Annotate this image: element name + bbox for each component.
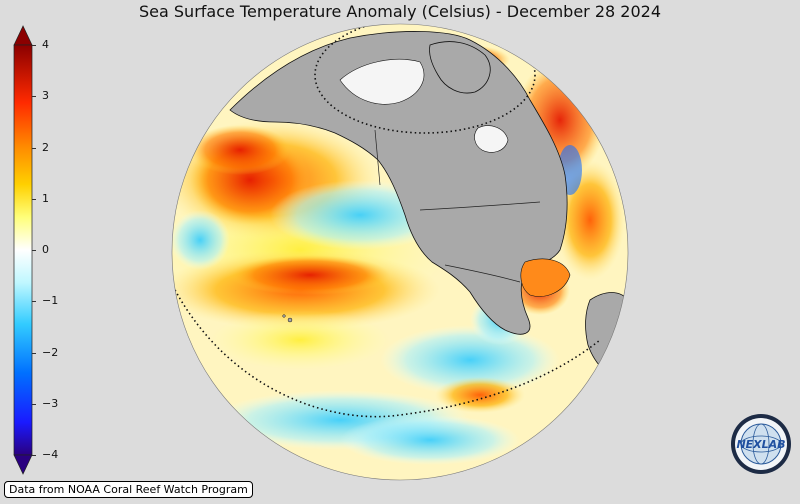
colorbar-tick-label: −4: [42, 448, 59, 461]
us-canada-border: [419, 201, 541, 211]
us-mexico-border: [444, 264, 521, 283]
globe-logo-icon: NEXLAB: [730, 413, 792, 475]
colorbar-tick-mark: [32, 250, 36, 251]
tropic-line: [174, 289, 601, 418]
colorbar-tick-label: −1: [42, 294, 59, 308]
colorbar-tick-mark: [32, 198, 36, 200]
colorbar: 4 3 2 1 0 −1 −2 −3 −4: [0, 0, 70, 500]
gulf-of-mexico: [520, 258, 571, 297]
colorbar-tick-label: 1: [42, 191, 49, 205]
data-credit-box: Data from NOAA Coral Reef Watch Program: [4, 481, 253, 498]
colorbar-tick-label: 3: [42, 89, 49, 103]
colorbar-tick-mark: [32, 147, 36, 149]
alaska-border: [374, 129, 381, 186]
ocean-anomaly-field: [172, 24, 628, 480]
colorbar-tick-mark: [32, 403, 36, 405]
colorbar-svg: [13, 25, 33, 475]
logo-text: NEXLAB: [736, 438, 785, 451]
colorbar-tick-label: −3: [42, 396, 59, 410]
colorbar-tick-label: 0: [42, 243, 49, 256]
colorbar-tick-label: 4: [42, 38, 49, 51]
colorbar-tick-mark: [32, 96, 36, 98]
colorbar-tick-mark: [32, 352, 36, 354]
colorbar-tick-label: 2: [42, 140, 49, 154]
colorbar-tick-mark: [32, 45, 36, 46]
arctic-circle-line: [314, 24, 536, 134]
colorbar-tick-mark: [32, 455, 36, 456]
colorbar-tick-label: −2: [42, 345, 59, 359]
page-title: Sea Surface Temperature Anomaly (Celsius…: [139, 2, 661, 21]
north-america-landmass: [229, 31, 568, 335]
colorbar-tick-mark: [32, 301, 36, 303]
hudson-bay: [474, 125, 509, 153]
hawaii-island: [287, 317, 293, 323]
greenland: [429, 41, 491, 94]
arctic-islands: [339, 59, 425, 105]
colorbar-bottom-arrow: [13, 454, 33, 475]
